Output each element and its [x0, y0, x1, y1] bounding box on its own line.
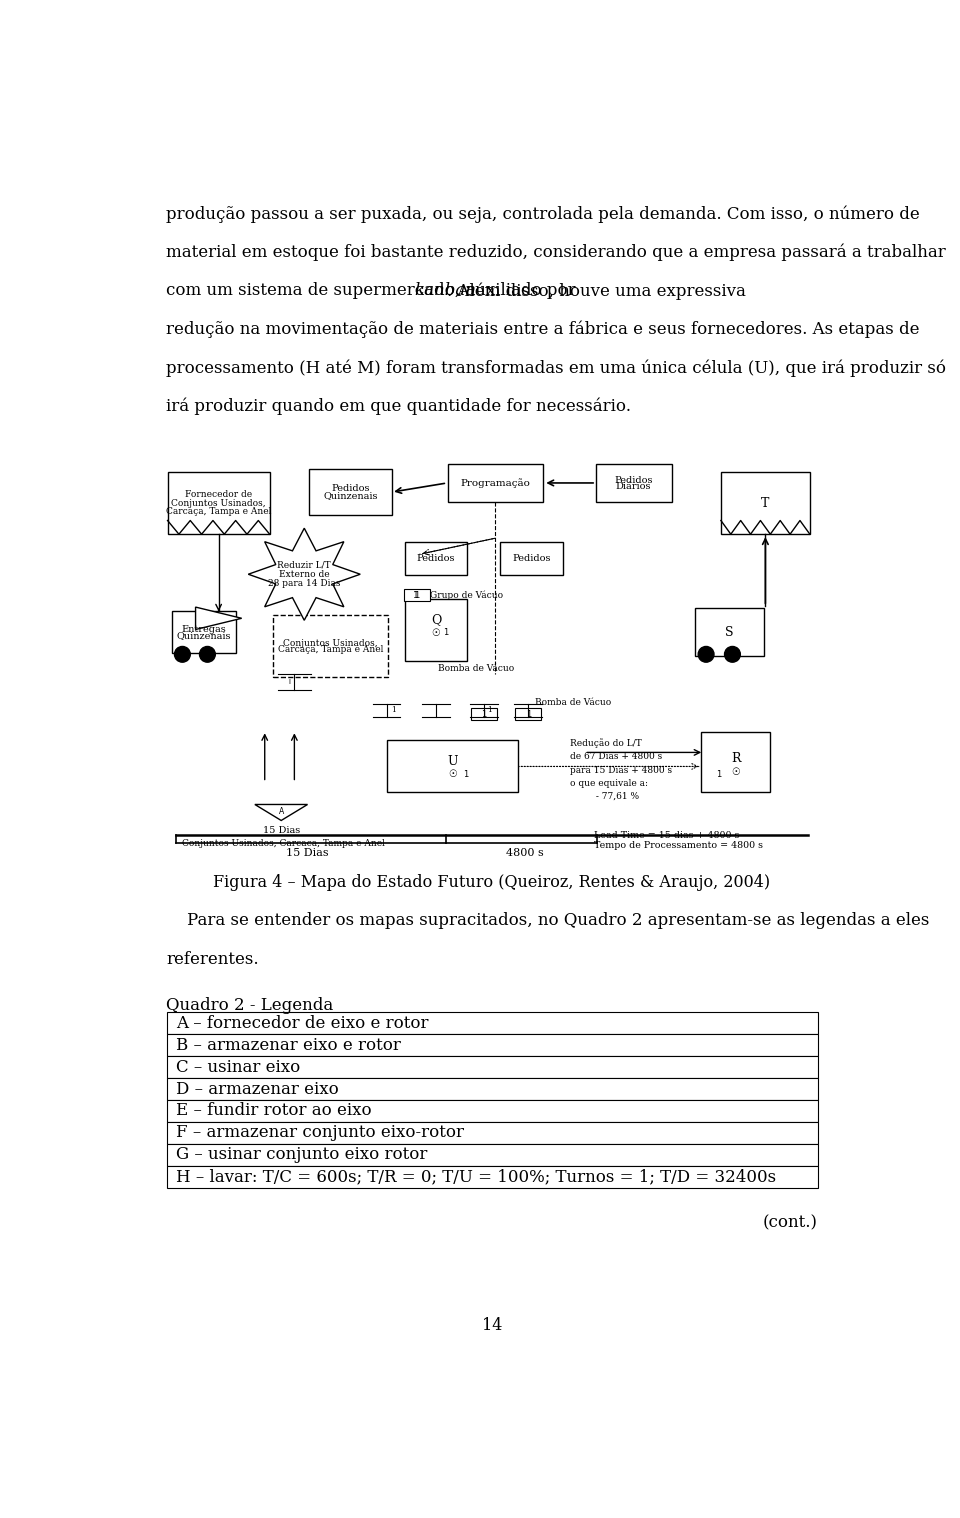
Text: Pedidos: Pedidos	[513, 554, 551, 563]
Text: Externo de: Externo de	[279, 569, 329, 578]
Text: Pedidos: Pedidos	[417, 554, 455, 563]
Polygon shape	[249, 528, 360, 621]
Circle shape	[200, 647, 215, 662]
FancyBboxPatch shape	[166, 1013, 818, 1034]
Text: T: T	[761, 496, 770, 510]
Text: Pedidos: Pedidos	[331, 484, 370, 493]
Text: 1: 1	[716, 770, 721, 779]
Text: referentes.: referentes.	[166, 950, 259, 967]
Text: Bomba de Vácuo: Bomba de Vácuo	[438, 663, 515, 672]
Text: Pedidos: Pedidos	[614, 475, 653, 484]
Text: Carcaça, Tampa e Anel: Carcaça, Tampa e Anel	[166, 507, 272, 516]
FancyBboxPatch shape	[166, 1145, 818, 1166]
Text: Quinzenais: Quinzenais	[324, 490, 377, 499]
Text: Figura 4 – Mapa do Estado Futuro (Queiroz, Rentes & Araujo, 2004): Figura 4 – Mapa do Estado Futuro (Queiro…	[213, 874, 771, 891]
Text: produção passou a ser puxada, ou seja, controlada pela demanda. Com isso, o núme: produção passou a ser puxada, ou seja, c…	[166, 205, 921, 223]
Text: 1: 1	[463, 770, 468, 779]
FancyBboxPatch shape	[166, 1122, 818, 1145]
Text: E – fundir rotor ao eixo: E – fundir rotor ao eixo	[176, 1102, 372, 1119]
Text: Grupo de Vácuo: Grupo de Vácuo	[430, 591, 503, 600]
FancyBboxPatch shape	[166, 1034, 818, 1057]
Polygon shape	[196, 607, 242, 630]
FancyBboxPatch shape	[404, 589, 430, 601]
Text: . Além disso, houve uma expressiva: . Além disso, houve uma expressiva	[447, 282, 746, 299]
FancyBboxPatch shape	[516, 709, 541, 721]
FancyBboxPatch shape	[596, 465, 671, 502]
Text: G – usinar conjunto eixo rotor: G – usinar conjunto eixo rotor	[176, 1146, 427, 1163]
FancyBboxPatch shape	[166, 1078, 818, 1101]
Text: Para se entender os mapas supracitados, no Quadro 2 apresentam-se as legendas a : Para se entender os mapas supracitados, …	[166, 912, 930, 929]
FancyBboxPatch shape	[166, 1166, 818, 1187]
FancyBboxPatch shape	[166, 1057, 818, 1078]
FancyBboxPatch shape	[471, 709, 497, 721]
Circle shape	[698, 647, 714, 662]
Text: ☉: ☉	[432, 628, 441, 638]
Circle shape	[725, 647, 740, 662]
Text: 1: 1	[391, 706, 396, 715]
Text: material em estoque foi bastante reduzido, considerando que a empresa passará a : material em estoque foi bastante reduzid…	[166, 244, 947, 261]
Polygon shape	[254, 805, 307, 821]
Text: Redução do L/T
de 67 Dias + 4800 s
para 15 Dias + 4800 s
o que equivale a:
     : Redução do L/T de 67 Dias + 4800 s para …	[569, 738, 672, 802]
Text: com um sistema de supermercado, auxiliado por: com um sistema de supermercado, auxiliad…	[166, 282, 582, 299]
Text: 1: 1	[444, 628, 448, 638]
Text: S: S	[725, 625, 733, 639]
Text: irá produzir quando em que quantidade for necessário.: irá produzir quando em que quantidade fo…	[166, 398, 632, 416]
Text: ☉: ☉	[448, 770, 457, 779]
Text: 15 Dias: 15 Dias	[286, 847, 329, 858]
FancyBboxPatch shape	[447, 465, 543, 502]
Text: Quinzenais: Quinzenais	[177, 630, 231, 639]
Text: Entregas: Entregas	[181, 625, 227, 635]
Text: (cont.): (cont.)	[762, 1214, 818, 1231]
Text: 14: 14	[482, 1318, 502, 1334]
Text: Conjuntos Usinados, Carcaca, Tampa e Anel: Conjuntos Usinados, Carcaca, Tampa e Ane…	[182, 838, 385, 847]
Text: processamento (H até M) foram transformadas em uma única célula (U), que irá pro: processamento (H até M) foram transforma…	[166, 360, 947, 376]
FancyBboxPatch shape	[405, 542, 468, 575]
Text: Lead Time = 15 dias + 4800 s: Lead Time = 15 dias + 4800 s	[594, 832, 739, 839]
Text: A: A	[278, 808, 284, 817]
Text: Programação: Programação	[461, 478, 530, 487]
Text: 4800 s: 4800 s	[506, 847, 543, 858]
Text: R: R	[731, 751, 740, 765]
Text: B – armazenar eixo e rotor: B – armazenar eixo e rotor	[176, 1037, 400, 1053]
Text: U: U	[447, 754, 458, 768]
Text: I: I	[289, 680, 291, 685]
Text: 15 Dias: 15 Dias	[263, 826, 300, 835]
Text: F – armazenar conjunto eixo-rotor: F – armazenar conjunto eixo-rotor	[176, 1125, 464, 1142]
Text: H – lavar: T/C = 600s; T/R = 0; T/U = 100%; Turnos = 1; T/D = 32400s: H – lavar: T/C = 600s; T/R = 0; T/U = 10…	[176, 1169, 776, 1186]
FancyBboxPatch shape	[168, 472, 270, 534]
Text: Q: Q	[431, 613, 442, 625]
FancyBboxPatch shape	[273, 615, 388, 677]
Text: 1: 1	[526, 710, 531, 720]
Text: 28 para 14 Dias: 28 para 14 Dias	[268, 578, 341, 587]
Text: Quadro 2 - Legenda: Quadro 2 - Legenda	[166, 997, 334, 1014]
Text: Fornecedor de: Fornecedor de	[185, 490, 252, 499]
Text: redução na movimentação de materiais entre a fábrica e seus fornecedores. As eta: redução na movimentação de materiais ent…	[166, 320, 920, 339]
FancyBboxPatch shape	[309, 469, 392, 515]
Text: Conjuntos Usinados,: Conjuntos Usinados,	[171, 498, 266, 507]
Text: Carcaça, Tampa e Anel: Carcaça, Tampa e Anel	[277, 645, 383, 654]
Text: A – fornecedor de eixo e rotor: A – fornecedor de eixo e rotor	[176, 1014, 428, 1032]
FancyBboxPatch shape	[500, 542, 563, 575]
FancyBboxPatch shape	[387, 741, 518, 792]
Text: 1: 1	[413, 591, 419, 600]
Text: C – usinar eixo: C – usinar eixo	[176, 1058, 300, 1076]
Text: 1: 1	[482, 710, 487, 720]
FancyBboxPatch shape	[721, 472, 810, 534]
Text: ☉: ☉	[732, 768, 740, 777]
Text: Tempo de Processamento = 4800 s: Tempo de Processamento = 4800 s	[594, 841, 763, 850]
Circle shape	[175, 647, 190, 662]
FancyBboxPatch shape	[701, 732, 770, 792]
FancyBboxPatch shape	[172, 612, 236, 653]
Text: D – armazenar eixo: D – armazenar eixo	[176, 1081, 339, 1098]
FancyBboxPatch shape	[695, 609, 764, 656]
Text: Bomba de Vácuo: Bomba de Vácuo	[535, 698, 612, 707]
Text: 1: 1	[415, 591, 420, 600]
FancyBboxPatch shape	[166, 1101, 818, 1122]
Text: kanban: kanban	[415, 282, 476, 299]
Text: Diários: Diários	[616, 481, 652, 490]
Text: Conjuntos Usinados,: Conjuntos Usinados,	[283, 639, 378, 648]
Text: 1: 1	[488, 706, 492, 715]
FancyBboxPatch shape	[405, 600, 468, 662]
Text: Reduzir L/T: Reduzir L/T	[277, 560, 331, 569]
